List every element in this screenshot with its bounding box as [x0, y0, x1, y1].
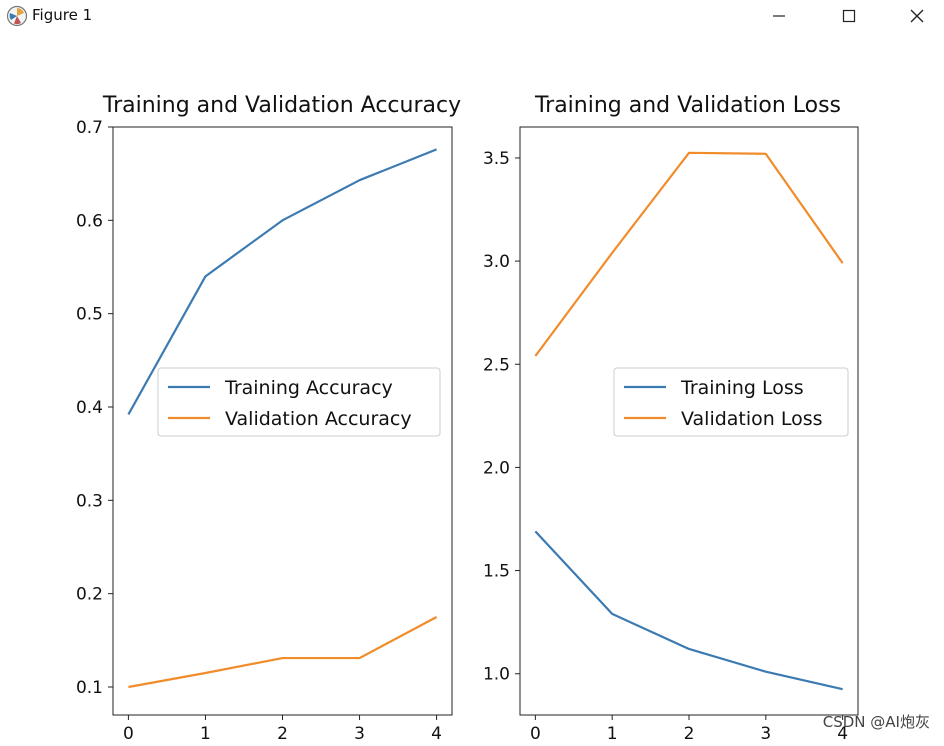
series-line-1 — [128, 616, 438, 689]
x-tick-label: 0 — [123, 724, 134, 742]
watermark-text: CSDN @AI炮灰 — [822, 713, 930, 731]
window-titlebar: Figure 1 — [0, 0, 944, 34]
y-tick-label: 3.5 — [483, 149, 510, 169]
figure-canvas: Training and Validation Accuracy 0 1 2 3 4 0.1… — [0, 34, 944, 744]
legend-label: Training Accuracy — [224, 377, 393, 399]
legend: Training Loss Validation Loss — [613, 367, 849, 437]
x-tick-label: 3 — [760, 724, 771, 742]
chart-title: Training and Validation Loss — [534, 93, 841, 118]
y-tick-label: 0.4 — [76, 398, 103, 418]
maximize-icon — [842, 9, 856, 23]
y-tick-label: 0.1 — [76, 678, 103, 698]
x-tick-label: 1 — [200, 724, 211, 742]
legend-label: Validation Accuracy — [225, 408, 412, 430]
close-icon — [910, 9, 924, 23]
series-line-0 — [127, 148, 437, 416]
y-tick-label: 0.3 — [76, 491, 103, 511]
chart-0: Training and Validation Accuracy 0 1 2 3 4 0.1… — [76, 93, 461, 744]
series-line-1 — [534, 151, 844, 357]
maximize-button[interactable] — [826, 0, 872, 32]
y-tick-label: 2.0 — [483, 458, 510, 478]
x-tick-label: 2 — [277, 724, 288, 742]
minimize-icon — [773, 15, 785, 17]
x-tick-label: 1 — [607, 724, 618, 742]
legend-box — [613, 367, 849, 437]
x-tick-label: 4 — [431, 724, 442, 742]
y-tick-label: 1.5 — [483, 562, 510, 582]
legend-label: Training Loss — [680, 377, 804, 399]
chart-1: Training and Validation Loss 0 1 2 3 4 1.0 1.5 2… — [483, 93, 859, 744]
chart-title: Training and Validation Accuracy — [102, 93, 461, 118]
close-button[interactable] — [894, 0, 940, 32]
x-tick-label: 3 — [354, 724, 365, 742]
legend: Training Accuracy Validation Accuracy — [157, 367, 441, 437]
y-tick-label: 0.6 — [76, 211, 103, 231]
y-tick-label: 1.0 — [483, 665, 510, 685]
figure-svg: Training and Validation Accuracy 0 1 2 3 4 0.1… — [76, 93, 859, 744]
matplotlib-figure-icon — [6, 5, 28, 27]
legend-label: Validation Loss — [681, 408, 823, 430]
x-tick-label: 4 — [837, 724, 848, 742]
y-tick-label: 0.7 — [76, 118, 103, 138]
y-tick-label: 3.0 — [483, 252, 510, 272]
legend-box — [157, 367, 441, 437]
y-tick-label: 0.5 — [76, 305, 103, 325]
x-tick-label: 2 — [684, 724, 695, 742]
y-tick-label: 2.5 — [483, 355, 510, 375]
y-tick-label: 0.2 — [76, 585, 103, 605]
x-tick-label: 0 — [530, 724, 541, 742]
minimize-button[interactable] — [756, 0, 802, 32]
window-title: Figure 1 — [32, 6, 93, 24]
series-line-0 — [534, 530, 843, 691]
